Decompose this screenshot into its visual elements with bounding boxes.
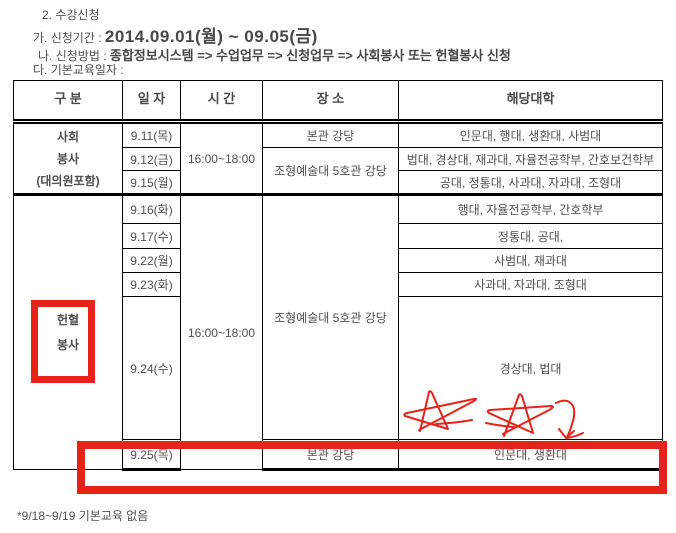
header-place: 장 소	[262, 80, 399, 124]
college-cell: 인문대, 생환대	[398, 439, 663, 471]
header-college: 해당대학	[398, 80, 663, 124]
education-schedule-table: 구 분 일 자 시 간 장 소 해당대학 사회 봉사 (대의원포함) 9.11(…	[13, 80, 663, 471]
table-row: 헌혈 봉사 9.16(화) 16:00~18:00 조형예술대 5호관 강당 행…	[13, 193, 663, 470]
date-cell: 9.17(수)	[122, 223, 181, 249]
registration-method-line: 나. 신청방법 : 종합정보시스템 => 수업업무 => 신청업무 => 사회봉…	[38, 45, 511, 64]
college-cell: 사과대, 자과대, 조형대	[398, 272, 663, 297]
category-social-line2: 봉사	[56, 151, 80, 166]
registration-period-label: 가. 신청기간 :	[33, 31, 102, 45]
college-cell: 경상대, 법대	[398, 296, 663, 440]
place-cell: 조형예술대 5호관 강당	[262, 193, 399, 440]
document-title: 2. 수강신청	[42, 8, 100, 22]
date-cell: 9.25(목)	[122, 439, 181, 471]
place-cell: 본관 강당	[262, 439, 399, 471]
date-cell: 9.16(화)	[122, 193, 181, 224]
category-social-line3: (대의원포함)	[36, 173, 100, 188]
college-cell: 행대, 자율전공학부, 간호학부	[398, 193, 663, 224]
table-row: 9.15(월) 공대, 정통대, 사과대, 자과대, 조형대	[14, 170, 663, 195]
date-cell: 9.22(월)	[122, 248, 181, 273]
header-category: 구 분	[13, 80, 123, 124]
place-cell: 조형예술대 5호관 강당	[262, 147, 399, 195]
category-blood-line1: 헌혈	[56, 312, 80, 327]
table-row: 사회 봉사 (대의원포함) 9.11(목) 16:00~18:00 본관 강당 …	[13, 121, 663, 195]
college-cell: 정통대, 공대,	[398, 223, 663, 249]
category-blood-line2: 봉사	[56, 337, 80, 352]
time-cell: 16:00~18:00	[180, 193, 263, 470]
date-cell: 9.11(목)	[122, 121, 181, 148]
time-cell: 16:00~18:00	[180, 121, 263, 195]
date-cell: 9.15(월)	[122, 170, 181, 195]
footnote: *9/18~9/19 기본교육 없음	[17, 509, 149, 523]
header-time: 시 간	[180, 80, 263, 124]
place-cell: 본관 강당	[262, 121, 399, 148]
table-header-row: 구 분 일 자 시 간 장 소 해당대학	[13, 80, 663, 124]
date-cell: 9.12(금)	[122, 147, 181, 171]
college-cell: 법대, 경상대, 재과대, 자율전공학부, 간호보건학부	[398, 147, 663, 171]
category-social-service: 사회 봉사 (대의원포함)	[13, 121, 123, 195]
table-row: 9.12(금) 조형예술대 5호관 강당 법대, 경상대, 재과대, 자율전공학…	[14, 147, 663, 195]
date-cell: 9.23(화)	[122, 272, 181, 297]
registration-period-line: 가. 신청기간 : 2014.09.01(월) ~ 09.05(금)	[33, 22, 318, 47]
category-social-line1: 사회	[56, 129, 80, 144]
education-date-label: 다. 기본교육일자 :	[33, 63, 124, 77]
header-date: 일 자	[122, 80, 181, 124]
category-blood-donation: 헌혈 봉사	[13, 193, 123, 470]
table-row: 9.17(수) 정통대, 공대,	[14, 223, 663, 249]
registration-method-label: 나. 신청방법 :	[38, 49, 107, 63]
date-cell: 9.24(수)	[122, 296, 181, 440]
college-cell: 사범대, 재과대	[398, 248, 663, 273]
college-cell: 인문대, 행대, 생환대, 사범대	[398, 121, 663, 148]
registration-method-value: 종합정보시스템 => 수업업무 => 신청업무 => 사회봉사 또는 헌혈봉사 …	[109, 48, 511, 63]
registration-period-value: 2014.09.01(월) ~ 09.05(금)	[104, 27, 318, 46]
college-cell: 공대, 정통대, 사과대, 자과대, 조형대	[398, 170, 663, 195]
